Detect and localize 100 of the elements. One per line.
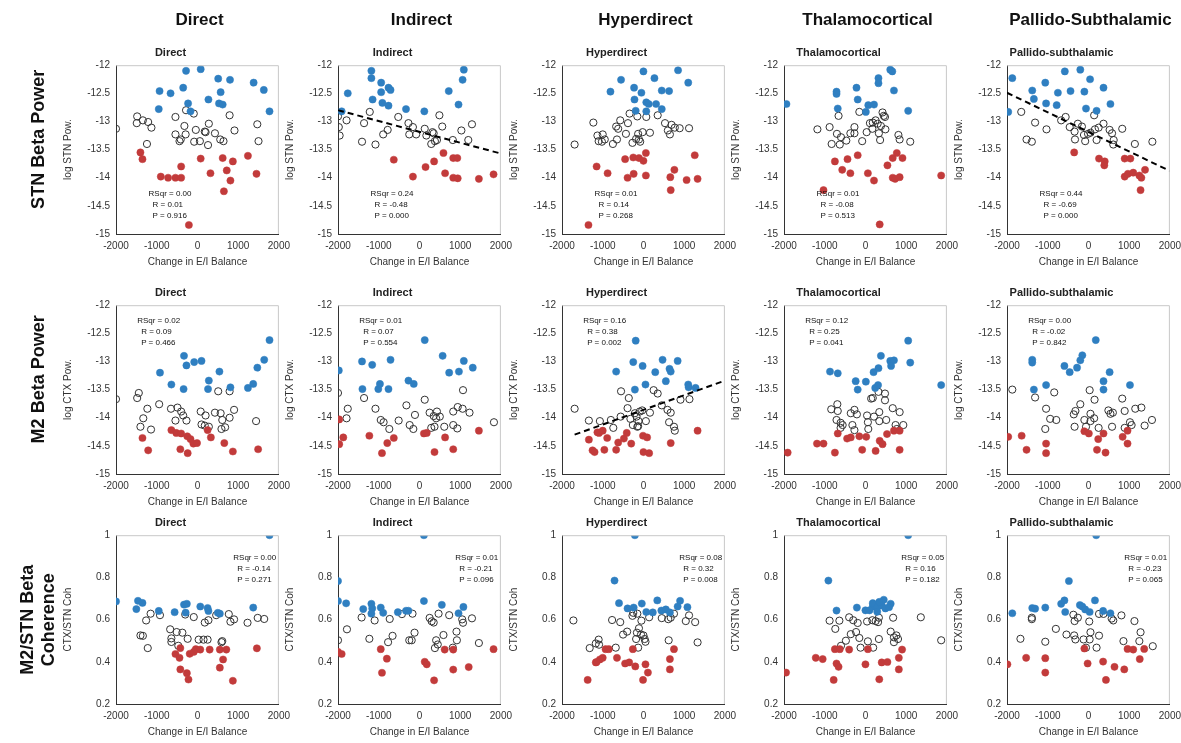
x-tick-label: -1000 xyxy=(1034,709,1061,721)
y-tick-label: -13.5 xyxy=(978,143,1002,155)
chart-title: Pallido-subthalamic xyxy=(1009,45,1114,58)
x-tick-label: -2000 xyxy=(103,709,130,721)
y-tick-label: -13 xyxy=(541,355,557,367)
x-tick-label: 1000 xyxy=(895,709,918,721)
y-tick-label: -14 xyxy=(541,411,557,423)
y-tick-label: -14 xyxy=(317,411,333,423)
y-tick-label: -14 xyxy=(541,171,557,183)
y-tick-label: -15 xyxy=(763,227,779,239)
x-axis-title: Change in E/I Balance xyxy=(815,725,916,737)
x-tick-label: 2000 xyxy=(489,479,513,491)
chart-title: Thalamocortical xyxy=(796,515,881,528)
annotation: R = -0.23 xyxy=(1128,563,1162,573)
y-axis-title: CTX/STN Coh xyxy=(507,587,519,652)
y-tick-label: -14 xyxy=(95,171,111,183)
annotation: P = 0.842 xyxy=(1032,338,1068,348)
x-tick-label: 1000 xyxy=(1118,479,1141,491)
y-tick-label: -12.5 xyxy=(533,327,557,339)
y-tick-label: -12.5 xyxy=(533,87,557,99)
x-tick-label: 0 xyxy=(1085,239,1092,251)
annotation: RSqr = 0.05 xyxy=(901,552,945,562)
x-tick-label: 0 xyxy=(640,709,647,721)
y-tick-label: -13 xyxy=(317,115,333,127)
x-tick-label: -2000 xyxy=(771,239,798,251)
x-tick-label: 0 xyxy=(862,709,869,721)
annotation: P = 0.466 xyxy=(141,338,177,348)
chart-title: Thalamocortical xyxy=(796,45,881,58)
annotation: R = 0.07 xyxy=(363,327,395,337)
x-axis-title: Change in E/I Balance xyxy=(1038,725,1139,737)
y-tick-label: -14 xyxy=(763,171,779,183)
annotation: RSqr = 0.02 xyxy=(137,316,181,326)
text: Pallido-Subthalamic xyxy=(1008,10,1173,30)
y-tick-label: -15 xyxy=(541,467,557,479)
x-tick-label: -1000 xyxy=(811,479,838,491)
x-tick-label: 0 xyxy=(194,479,201,491)
chart-title: Hyperdirect xyxy=(585,45,648,58)
y-axis-title: log STN Pow. xyxy=(952,119,964,180)
x-tick-label: 1000 xyxy=(449,479,472,491)
x-tick-label: -1000 xyxy=(365,709,392,721)
y-tick-label: -15 xyxy=(95,467,111,479)
x-tick-label: 0 xyxy=(1085,479,1092,491)
y-tick-label: -13.5 xyxy=(533,383,557,395)
x-tick-label: -2000 xyxy=(994,479,1021,491)
y-tick-label: 0.2 xyxy=(987,697,1002,709)
y-tick-label: 0.8 xyxy=(764,571,779,583)
x-tick-label: -1000 xyxy=(143,709,170,721)
y-tick-label: -12 xyxy=(541,298,557,310)
x-tick-label: 2000 xyxy=(489,239,513,251)
annotation: P = 0.271 xyxy=(237,574,273,584)
y-tick-label: 0.6 xyxy=(987,613,1002,625)
x-tick-label: 0 xyxy=(862,239,869,251)
x-tick-label: -2000 xyxy=(994,709,1021,721)
y-tick-label: -15 xyxy=(763,467,779,479)
y-tick-label: -13 xyxy=(986,115,1002,127)
annotation: R = 0.01 xyxy=(152,200,184,210)
y-tick-label: -13 xyxy=(763,115,779,127)
y-tick-label: -14.5 xyxy=(978,439,1002,451)
x-tick-label: -2000 xyxy=(103,479,130,491)
y-tick-label: -14.5 xyxy=(309,439,333,451)
annotation: RSqr = 0.12 xyxy=(805,316,849,326)
y-axis-title: CTX/STN Coh xyxy=(283,587,295,652)
x-tick-label: -1000 xyxy=(143,479,170,491)
annotation: RSqr = 0.00 xyxy=(233,552,277,562)
y-tick-label: 0.6 xyxy=(764,613,779,625)
y-axis-title: log STN Pow. xyxy=(507,119,519,180)
y-tick-label: -15 xyxy=(541,227,557,239)
y-axis-title: log CTX Pow. xyxy=(507,359,519,420)
x-axis-title: Change in E/I Balance xyxy=(147,725,248,737)
y-axis-title: CTX/STN Coh xyxy=(729,587,741,652)
chart-title: Direct xyxy=(154,45,187,58)
x-tick-label: -2000 xyxy=(103,239,130,251)
annotation: P = 0.182 xyxy=(905,574,941,584)
annotation: RSqr = 0.01 xyxy=(594,189,639,199)
y-tick-label: -13.5 xyxy=(533,143,557,155)
annotation: R = 0.09 xyxy=(141,327,173,337)
x-axis-title: Change in E/I Balance xyxy=(147,495,248,507)
x-tick-label: 1000 xyxy=(895,239,918,251)
y-tick-label: -12.5 xyxy=(87,87,111,99)
annotation: R = -0.14 xyxy=(237,563,271,573)
y-tick-label: -13.5 xyxy=(755,383,779,395)
y-tick-label: 0.4 xyxy=(542,655,557,667)
annotation: P = 0.041 xyxy=(809,338,845,348)
x-tick-label: 1000 xyxy=(449,239,472,251)
y-tick-label: 0.4 xyxy=(96,655,111,667)
x-axis-title: Change in E/I Balance xyxy=(593,495,694,507)
y-axis-title: log CTX Pow. xyxy=(952,359,964,420)
x-tick-label: 1000 xyxy=(1118,709,1141,721)
x-tick-label: 2000 xyxy=(713,709,737,721)
annotation: P = 0.096 xyxy=(459,574,495,584)
x-tick-label: -2000 xyxy=(771,709,798,721)
x-tick-label: 1000 xyxy=(1118,239,1141,251)
x-tick-label: 0 xyxy=(1085,709,1092,721)
y-axis-title: CTX/STN Coh xyxy=(61,587,73,652)
y-tick-label: -12.5 xyxy=(755,87,779,99)
y-tick-label: -12 xyxy=(317,58,333,70)
y-tick-label: 0.2 xyxy=(318,697,333,709)
x-tick-label: 2000 xyxy=(1158,239,1181,251)
y-axis-title: log CTX Pow. xyxy=(283,359,295,420)
x-axis-title: Change in E/I Balance xyxy=(369,495,470,507)
